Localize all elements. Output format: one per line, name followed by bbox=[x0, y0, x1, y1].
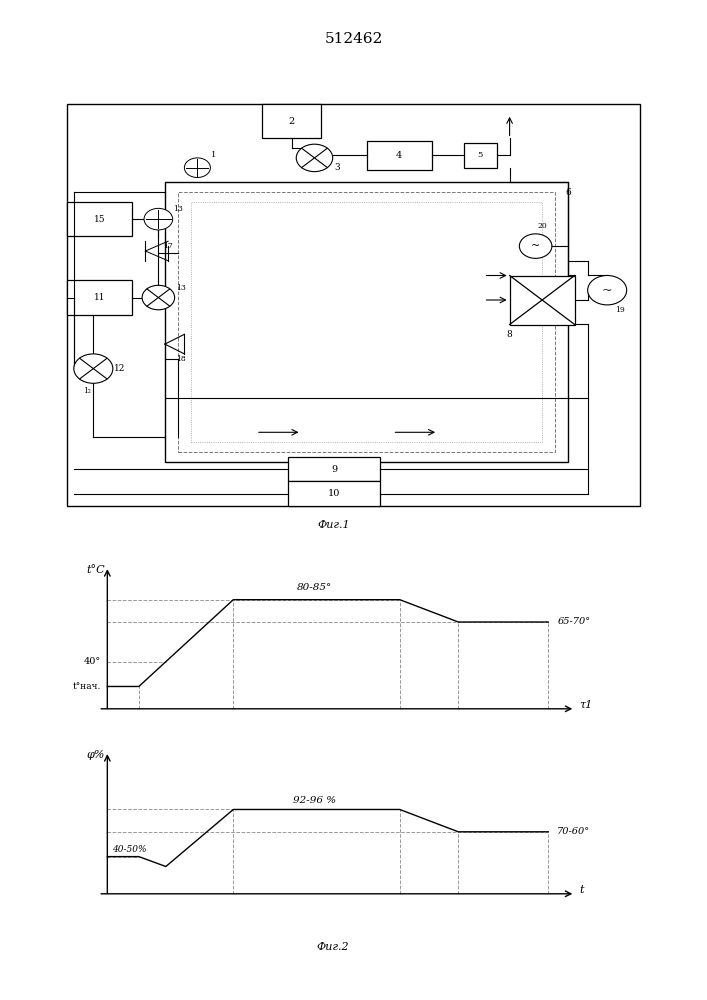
Text: 10: 10 bbox=[328, 489, 340, 498]
Bar bbox=[178, 192, 555, 452]
Text: 70-60°: 70-60° bbox=[557, 827, 590, 836]
Text: 19: 19 bbox=[615, 306, 625, 314]
Text: 20: 20 bbox=[537, 223, 547, 231]
Text: τ1: τ1 bbox=[580, 700, 593, 710]
Bar bbox=[191, 202, 542, 442]
Text: t: t bbox=[580, 885, 584, 895]
Circle shape bbox=[185, 158, 211, 177]
Text: 2: 2 bbox=[288, 117, 295, 126]
Bar bbox=[262, 104, 321, 138]
Text: 1: 1 bbox=[211, 151, 216, 159]
Bar bbox=[366, 141, 431, 170]
Text: 18: 18 bbox=[176, 355, 186, 363]
Circle shape bbox=[520, 234, 552, 258]
Text: 17: 17 bbox=[163, 242, 173, 250]
Text: 65-70°: 65-70° bbox=[557, 618, 590, 626]
Text: 1₂: 1₂ bbox=[83, 387, 90, 395]
Text: 9: 9 bbox=[331, 465, 337, 474]
Text: ~: ~ bbox=[531, 241, 540, 251]
Text: φ%: φ% bbox=[87, 750, 105, 760]
Bar bbox=[288, 457, 380, 481]
Text: 512462: 512462 bbox=[325, 32, 382, 46]
Text: 3: 3 bbox=[334, 163, 340, 172]
Circle shape bbox=[74, 354, 113, 383]
Bar bbox=[67, 104, 640, 506]
Text: ~: ~ bbox=[602, 284, 612, 297]
Text: 4: 4 bbox=[396, 151, 402, 160]
Text: t°нач.: t°нач. bbox=[72, 682, 100, 691]
Text: 13: 13 bbox=[173, 205, 183, 213]
Text: t°C: t°C bbox=[87, 565, 105, 575]
Text: 15: 15 bbox=[94, 215, 105, 224]
Text: 80-85°: 80-85° bbox=[297, 583, 332, 592]
Text: 12: 12 bbox=[114, 364, 125, 373]
Text: Фиг.1: Фиг.1 bbox=[317, 520, 350, 530]
Text: 40-50%: 40-50% bbox=[112, 845, 146, 854]
Circle shape bbox=[588, 275, 626, 305]
Text: 6: 6 bbox=[566, 188, 571, 197]
Text: 11: 11 bbox=[94, 293, 105, 302]
Text: 13: 13 bbox=[176, 284, 186, 292]
Bar bbox=[165, 182, 568, 462]
Text: 40°: 40° bbox=[83, 657, 100, 666]
Circle shape bbox=[142, 285, 175, 310]
Text: 92-96 %: 92-96 % bbox=[293, 796, 336, 805]
Text: 8: 8 bbox=[507, 330, 513, 339]
Text: Фиг.2: Фиг.2 bbox=[316, 942, 349, 952]
Bar bbox=[67, 280, 132, 315]
Text: 5: 5 bbox=[478, 151, 483, 159]
Bar bbox=[67, 202, 132, 236]
Circle shape bbox=[144, 208, 173, 230]
Bar bbox=[510, 275, 575, 324]
Bar bbox=[288, 481, 380, 506]
Bar bbox=[464, 143, 496, 168]
Circle shape bbox=[296, 144, 333, 172]
